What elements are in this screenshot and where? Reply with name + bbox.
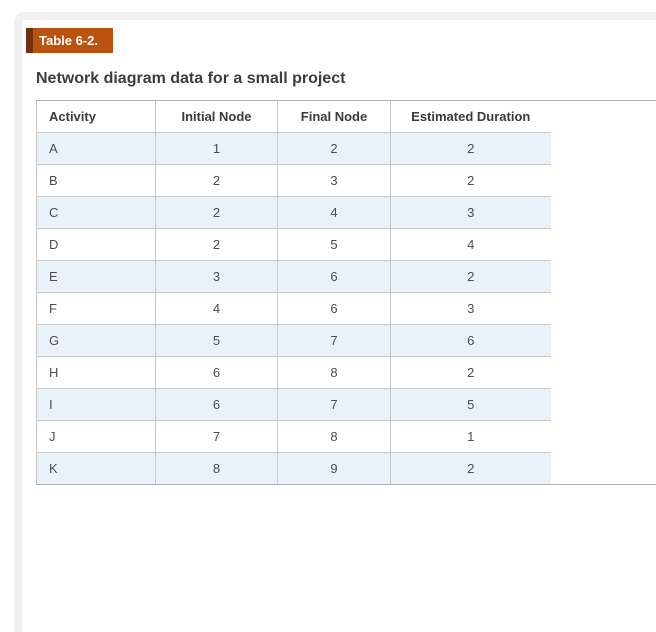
initial-node-cell: 4 bbox=[155, 292, 278, 325]
estimated-duration-cell: 2 bbox=[390, 452, 551, 484]
table-row: H 6 8 2 bbox=[36, 356, 551, 389]
final-node-cell: 2 bbox=[277, 132, 391, 165]
table-row: B 2 3 2 bbox=[36, 164, 551, 197]
table-header-row: Activity Initial Node Final Node Estimat… bbox=[36, 101, 551, 133]
estimated-duration-cell: 4 bbox=[390, 228, 551, 261]
column-header-initial-node: Initial Node bbox=[155, 101, 278, 133]
final-node-cell: 7 bbox=[277, 388, 391, 421]
final-node-cell: 4 bbox=[277, 196, 391, 229]
estimated-duration-cell: 1 bbox=[390, 420, 551, 453]
estimated-duration-cell: 6 bbox=[390, 324, 551, 357]
activity-cell: B bbox=[36, 164, 156, 197]
activity-cell: D bbox=[36, 228, 156, 261]
activity-cell: K bbox=[36, 452, 156, 484]
table-row: F 4 6 3 bbox=[36, 292, 551, 325]
table-number-badge: Table 6-2. bbox=[26, 28, 114, 53]
table-row: A 1 2 2 bbox=[36, 132, 551, 165]
final-node-cell: 7 bbox=[277, 324, 391, 357]
estimated-duration-cell: 2 bbox=[390, 260, 551, 293]
final-node-cell: 5 bbox=[277, 228, 391, 261]
table-row: D 2 5 4 bbox=[36, 228, 551, 261]
initial-node-cell: 6 bbox=[155, 388, 278, 421]
activity-cell: F bbox=[36, 292, 156, 325]
estimated-duration-cell: 3 bbox=[390, 292, 551, 325]
initial-node-cell: 8 bbox=[155, 452, 278, 484]
activity-cell: E bbox=[36, 260, 156, 293]
table-row: J 7 8 1 bbox=[36, 420, 551, 453]
initial-node-cell: 6 bbox=[155, 356, 278, 389]
final-node-cell: 6 bbox=[277, 260, 391, 293]
table-title: Network diagram data for a small project bbox=[36, 70, 346, 87]
activity-cell: G bbox=[36, 324, 156, 357]
table-row: E 3 6 2 bbox=[36, 260, 551, 293]
column-header-activity: Activity bbox=[36, 101, 156, 133]
activity-cell: J bbox=[36, 420, 156, 453]
estimated-duration-cell: 3 bbox=[390, 196, 551, 229]
estimated-duration-cell: 2 bbox=[390, 132, 551, 165]
table-row: I 6 7 5 bbox=[36, 388, 551, 421]
initial-node-cell: 2 bbox=[155, 228, 278, 261]
final-node-cell: 8 bbox=[277, 356, 391, 389]
estimated-duration-cell: 2 bbox=[390, 164, 551, 197]
table-number-label: Table 6-2. bbox=[39, 33, 99, 48]
initial-node-cell: 3 bbox=[155, 260, 278, 293]
network-diagram-table: Activity Initial Node Final Node Estimat… bbox=[36, 101, 551, 484]
initial-node-cell: 2 bbox=[155, 164, 278, 197]
table-row: K 8 9 2 bbox=[36, 452, 551, 484]
activity-cell: C bbox=[36, 196, 156, 229]
column-header-estimated-duration: Estimated Duration bbox=[390, 101, 551, 133]
initial-node-cell: 7 bbox=[155, 420, 278, 453]
estimated-duration-cell: 2 bbox=[390, 356, 551, 389]
final-node-cell: 9 bbox=[277, 452, 391, 484]
activity-cell: A bbox=[36, 132, 156, 165]
data-table-wrapper: Activity Initial Node Final Node Estimat… bbox=[36, 100, 656, 485]
initial-node-cell: 5 bbox=[155, 324, 278, 357]
content-panel: Table 6-2. Network diagram data for a sm… bbox=[14, 12, 656, 632]
column-header-final-node: Final Node bbox=[277, 101, 391, 133]
table-row: C 2 4 3 bbox=[36, 196, 551, 229]
estimated-duration-cell: 5 bbox=[390, 388, 551, 421]
table-body: A 1 2 2 B 2 3 2 C 2 4 3 D 2 5 4 E 3 6 2 … bbox=[36, 132, 551, 484]
final-node-cell: 8 bbox=[277, 420, 391, 453]
initial-node-cell: 2 bbox=[155, 196, 278, 229]
table-row: G 5 7 6 bbox=[36, 324, 551, 357]
activity-cell: H bbox=[36, 356, 156, 389]
final-node-cell: 6 bbox=[277, 292, 391, 325]
activity-cell: I bbox=[36, 388, 156, 421]
initial-node-cell: 1 bbox=[155, 132, 278, 165]
final-node-cell: 3 bbox=[277, 164, 391, 197]
